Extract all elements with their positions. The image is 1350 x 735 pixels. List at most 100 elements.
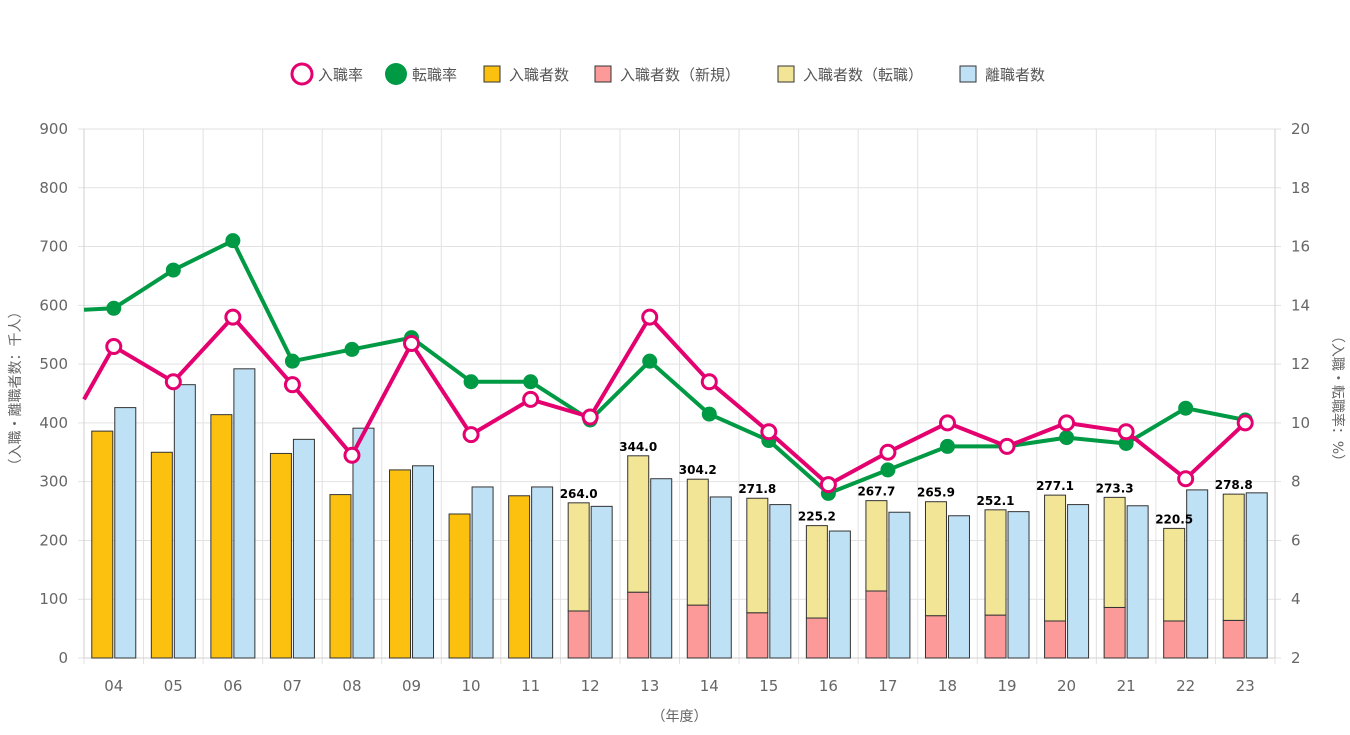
bar-hires-transfer [746, 497, 769, 614]
legend-swatch-box [959, 65, 977, 83]
stack-total-label: 278.8 [1215, 478, 1253, 492]
y-right-axis-title: （入職・転職率：%） [1329, 329, 1346, 468]
x-tick-label: 13 [640, 677, 659, 695]
bar-leavers [1126, 505, 1149, 659]
line-turnover-rate [83, 238, 1246, 496]
legend-swatch-filled-circle [385, 63, 407, 85]
legend-item[interactable]: 入職率 [290, 62, 363, 86]
stack-total-label: 264.0 [560, 487, 598, 501]
point-entry-rate [1236, 414, 1254, 432]
point-turnover-rate [1178, 400, 1194, 416]
point-entry-rate [343, 446, 361, 464]
bar-leavers [173, 384, 196, 659]
y-left-tick-label: 800 [39, 179, 68, 197]
stack-total-label: 220.5 [1155, 512, 1193, 526]
bar-hires-transfer [1222, 493, 1245, 621]
y-left-tick-label: 700 [39, 238, 68, 256]
bar-leavers [114, 407, 137, 659]
bar-leavers [292, 438, 315, 659]
x-tick-label: 22 [1176, 677, 1195, 695]
bar-hires-new [1222, 619, 1245, 659]
x-tick-label: 10 [462, 677, 481, 695]
point-entry-rate [760, 423, 778, 441]
y-right-tick-label: 12 [1291, 355, 1310, 373]
bar-leavers [590, 505, 613, 659]
point-turnover-rate [1118, 435, 1134, 451]
legend-item[interactable]: 離職者数 [959, 65, 1045, 84]
legend-label: 入職者数（転職） [803, 66, 923, 84]
bar-leavers [233, 368, 256, 659]
x-tick-label: 08 [342, 677, 361, 695]
bar-hires [150, 451, 173, 659]
y-right-tick-label: 20 [1291, 120, 1310, 138]
y-right-tick-label: 2 [1291, 649, 1301, 667]
legend[interactable]: 入職率 転職率 入職者数 入職者数（新規） 入職者数（転職） 離職者数 [290, 62, 1045, 86]
legend-item[interactable]: 入職者数 [483, 65, 569, 84]
line-layer [82, 233, 1254, 501]
y-left-tick-label: 500 [39, 355, 68, 373]
x-tick-label: 06 [223, 677, 242, 695]
bar-hires-transfer [1103, 496, 1126, 608]
point-entry-rate [998, 437, 1016, 455]
point-turnover-rate [463, 374, 479, 390]
bar-hires-new [746, 612, 769, 659]
legend-item[interactable]: 入職者数（転職） [777, 65, 923, 84]
x-tick-label: 04 [104, 677, 123, 695]
legend-label: 入職率 [318, 66, 363, 84]
stack-total-label: 304.2 [679, 463, 717, 477]
x-tick-label: 16 [819, 677, 838, 695]
bar-hires-transfer [686, 478, 709, 606]
stack-total-label: 271.8 [738, 482, 776, 496]
bar-hires-transfer [924, 501, 947, 617]
bar-hires-new [627, 591, 650, 659]
point-entry-rate [522, 390, 540, 408]
stack-total-label: 225.2 [798, 510, 836, 524]
point-entry-rate [164, 373, 182, 391]
point-entry-rate [462, 426, 480, 444]
x-tick-label: 05 [164, 677, 183, 695]
bar-hires-new [1163, 620, 1186, 659]
stack-total-label: 277.1 [1036, 479, 1074, 493]
stack-total-label: 265.9 [917, 486, 955, 500]
axis-layer: 0 100 200 300 400 500 600 700 800 900 2 4 6 8 10 12 14 16… [7, 120, 1346, 725]
point-turnover-rate [701, 406, 717, 422]
bar-hires [210, 414, 233, 659]
point-entry-rate [879, 443, 897, 461]
legend-swatch-hollow-circle [290, 62, 314, 86]
stack-total-label: 252.1 [977, 494, 1015, 508]
bar-hires-new [1044, 620, 1067, 659]
y-right-tick-label: 6 [1291, 531, 1301, 549]
bar-hires-new [686, 604, 709, 659]
point-entry-rate [224, 308, 242, 326]
y-left-tick-label: 400 [39, 414, 68, 432]
bar-hires-new [1103, 606, 1126, 659]
legend-item[interactable]: 入職者数（新規） [594, 65, 740, 84]
y-right-tick-label: 8 [1291, 473, 1301, 491]
label-layer: 264.0 344.0 304.2 271.8 225.2 267.7 265.9 252.1… [560, 440, 1253, 527]
bar-leavers [769, 504, 792, 659]
x-tick-label: 18 [938, 677, 957, 695]
x-tick-label: 14 [700, 677, 719, 695]
bar-hires-new [984, 614, 1007, 659]
stack-total-label: 267.7 [857, 485, 895, 499]
point-turnover-rate [165, 262, 181, 278]
x-tick-label: 21 [1117, 677, 1136, 695]
x-tick-label: 09 [402, 677, 421, 695]
x-tick-label: 20 [1057, 677, 1076, 695]
bar-hires-transfer [1163, 527, 1186, 622]
legend-item[interactable]: 転職率 [385, 63, 457, 85]
legend-swatch-box [483, 65, 501, 83]
y-right-tick-label: 16 [1291, 238, 1310, 256]
bar-leavers [1007, 511, 1030, 659]
point-turnover-rate [106, 300, 122, 316]
y-left-axis-title: （入職・離職者数：千人） [7, 305, 24, 473]
y-right-tick-label: 4 [1291, 590, 1301, 608]
bar-hires [269, 452, 292, 659]
point-entry-rate [938, 414, 956, 432]
stack-total-label: 273.3 [1096, 481, 1134, 495]
x-tick-label: 23 [1236, 677, 1255, 695]
bar-hires-transfer [627, 455, 650, 593]
y-left-tick-label: 100 [39, 590, 68, 608]
legend-swatch-box [777, 65, 795, 83]
